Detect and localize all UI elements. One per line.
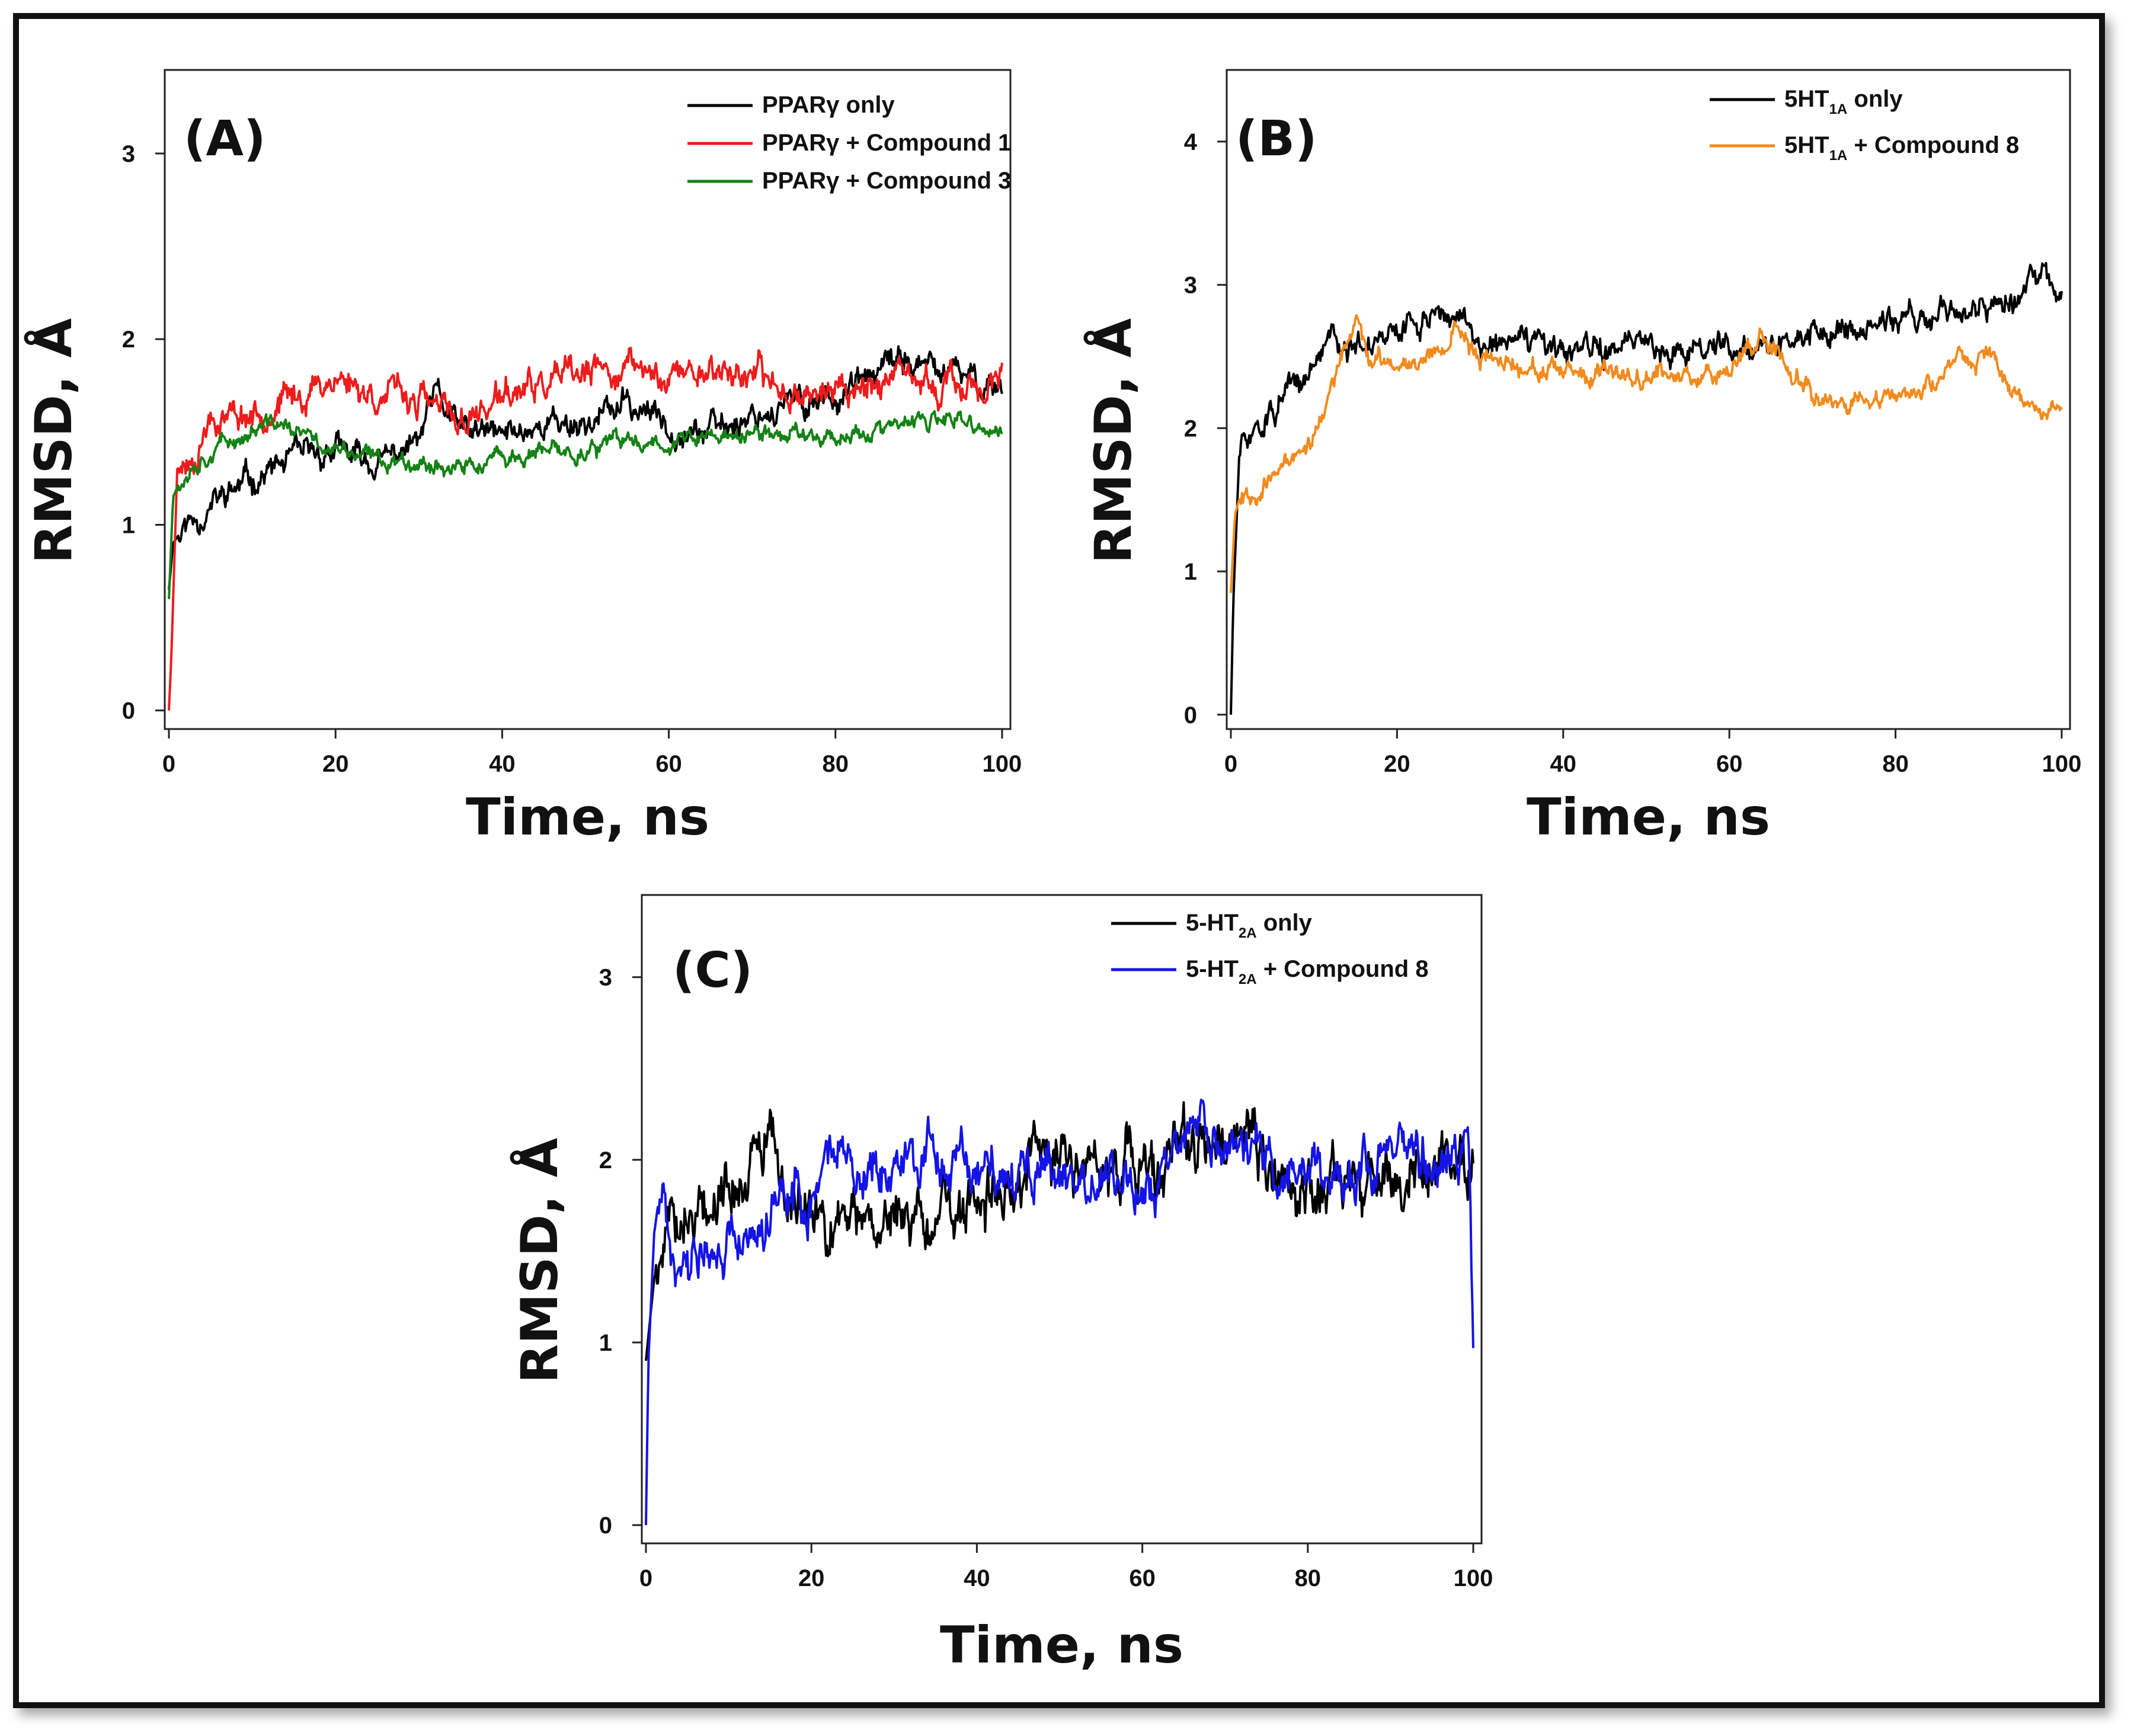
- panel-label: (C): [673, 942, 753, 999]
- legend-label: 5-HT2A only: [1186, 910, 1313, 941]
- legend-label: 5HT1A only: [1784, 86, 1903, 117]
- y-tick-label: 1: [1184, 559, 1197, 585]
- x-tick-label: 60: [1716, 751, 1743, 777]
- legend-label-text: PPARγ + Compound 1: [762, 130, 1011, 156]
- x-tick-label: 100: [1454, 1565, 1493, 1591]
- series-line-b-0: [1230, 261, 2063, 715]
- legend-label-subscript: 1A: [1829, 101, 1848, 117]
- y-axis-title: RMSD, Å: [1084, 318, 1143, 564]
- legend-label-text: PPARγ only: [762, 92, 895, 118]
- legend-label-text: 5-HT: [1186, 956, 1239, 982]
- x-tick-label: 0: [1224, 751, 1237, 777]
- figure-frame: [13, 13, 2105, 1708]
- plot-area-b: [1226, 69, 2071, 730]
- y-tick-label: 2: [122, 327, 135, 353]
- panel-label: (B): [1236, 111, 1317, 167]
- legend-label-subscript: 1A: [1829, 148, 1848, 164]
- y-axis-title: RMSD, Å: [510, 1137, 570, 1383]
- x-tick-label: 80: [823, 751, 849, 777]
- x-tick-label: 40: [1550, 751, 1577, 777]
- y-tick-label: 0: [1184, 702, 1197, 728]
- y-tick-label: 3: [599, 965, 612, 991]
- y-axis-title: RMSD, Å: [24, 318, 84, 564]
- y-tick-label: 1: [599, 1330, 612, 1356]
- legend-label: PPARγ only: [762, 92, 895, 118]
- x-tick-label: 60: [655, 751, 682, 777]
- y-tick-label: 4: [1184, 129, 1198, 155]
- legend-label-suffix: + Compound 8: [1257, 956, 1429, 982]
- series-line-c-1: [645, 1098, 1474, 1526]
- legend-label-subscript: 2A: [1239, 971, 1257, 987]
- y-tick-label: 2: [599, 1147, 612, 1174]
- y-tick-label: 1: [122, 512, 135, 538]
- x-tick-label: 0: [639, 1565, 652, 1591]
- legend-label-text: 5HT: [1784, 132, 1829, 158]
- x-axis-title: Time, ns: [466, 788, 709, 847]
- legend-label-suffix: only: [1257, 910, 1313, 936]
- x-tick-label: 60: [1129, 1565, 1156, 1591]
- x-tick-label: 20: [322, 751, 349, 777]
- series-line-a-1: [168, 347, 1003, 711]
- x-tick-label: 40: [964, 1565, 990, 1591]
- x-tick-label: 40: [489, 751, 516, 777]
- legend-label-text: 5HT: [1784, 86, 1829, 112]
- legend-label: PPARγ + Compound 3: [762, 168, 1011, 194]
- panel-label: (A): [184, 111, 265, 167]
- x-tick-label: 20: [798, 1565, 825, 1591]
- x-tick-label: 80: [1295, 1565, 1322, 1591]
- legend-label: PPARγ + Compound 1: [762, 130, 1011, 156]
- legend-label-text: 5-HT: [1186, 910, 1239, 936]
- x-tick-label: 80: [1882, 751, 1909, 777]
- series-line-a-2: [168, 410, 1003, 599]
- panel-a-chart: 0 20 40 60 80 100 0 1 2 3 Time, ns RMSD, Å (A) PPARγ …: [24, 69, 1022, 847]
- x-axis-title: Time, ns: [940, 1616, 1183, 1675]
- y-tick-label: 3: [1184, 273, 1197, 299]
- x-tick-label: 100: [2042, 751, 2082, 777]
- legend-label-text: PPARγ + Compound 3: [762, 168, 1011, 194]
- y-tick-label: 0: [122, 698, 135, 724]
- x-tick-label: 20: [1384, 751, 1410, 777]
- y-tick-label: 3: [122, 141, 135, 167]
- series-line-a-0: [168, 345, 1003, 590]
- plot-area-c: [641, 894, 1483, 1545]
- legend-label-suffix: only: [1847, 86, 1903, 112]
- legend-label-suffix: + Compound 8: [1847, 132, 2019, 158]
- legend-label-subscript: 2A: [1239, 925, 1257, 941]
- x-tick-label: 0: [162, 751, 175, 777]
- y-tick-label: 2: [1184, 415, 1197, 442]
- y-tick-label: 0: [599, 1513, 612, 1539]
- legend-label: 5HT1A + Compound 8: [1784, 132, 2019, 164]
- series-line-b-1: [1230, 314, 2063, 593]
- x-tick-label: 100: [983, 751, 1022, 777]
- legend-label: 5-HT2A + Compound 8: [1186, 956, 1429, 987]
- x-axis-title: Time, ns: [1527, 788, 1770, 847]
- plot-area-a: [164, 69, 1012, 730]
